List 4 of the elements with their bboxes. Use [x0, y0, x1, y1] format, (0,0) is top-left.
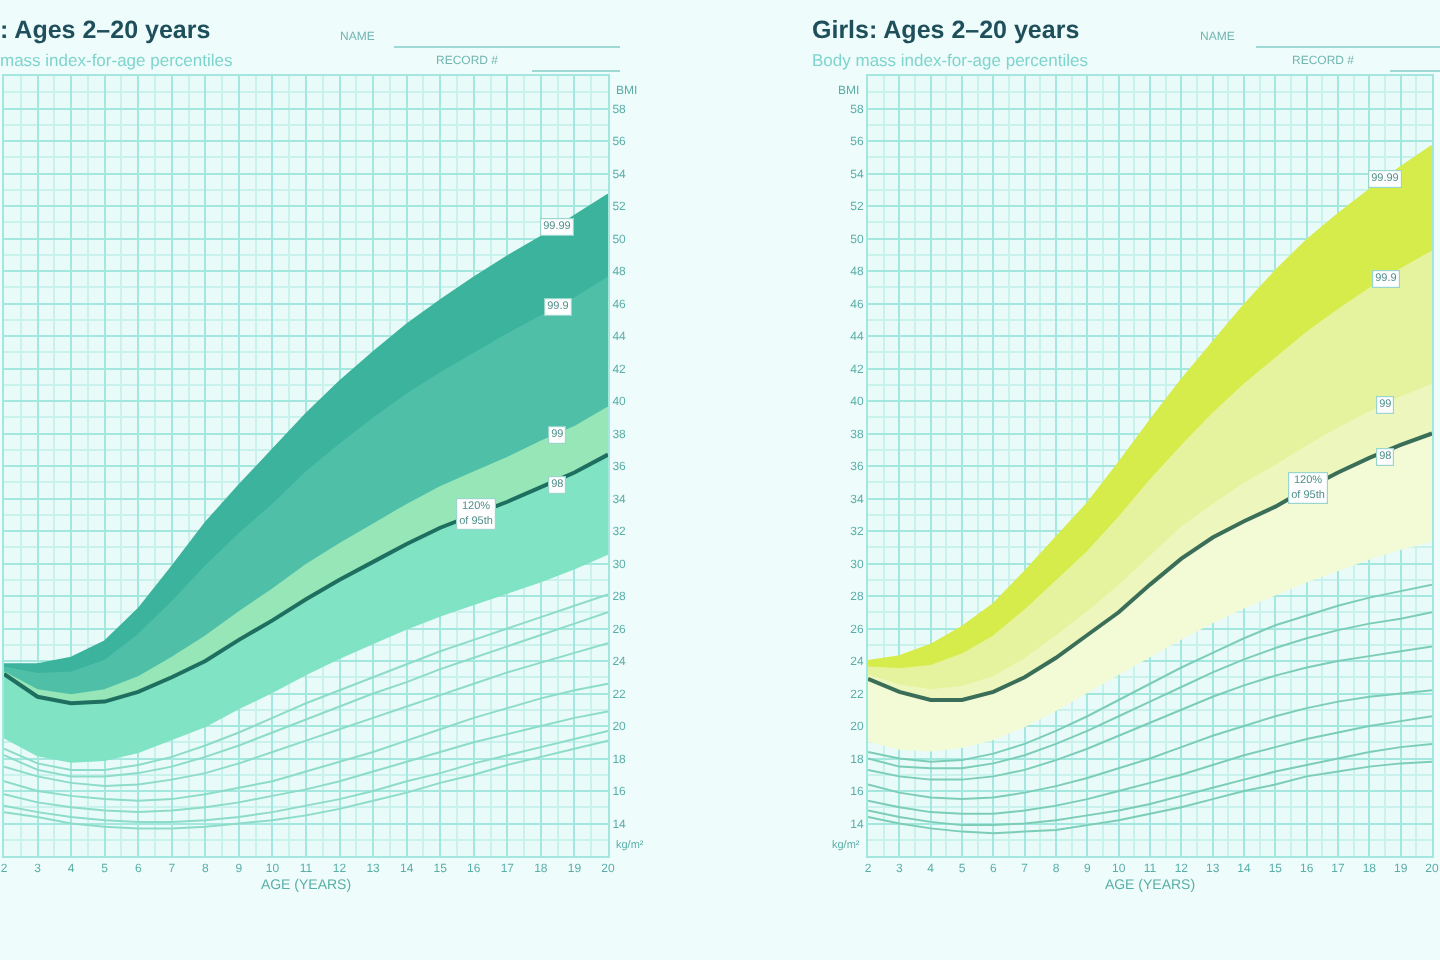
chart-subtitle: mass index-for-age percentiles: [0, 50, 233, 70]
chart-title: : Ages 2–20 years: [0, 16, 211, 46]
chart-subtitle: Body mass index-for-age percentiles: [812, 50, 1088, 70]
chart-title: Girls: Ages 2–20 years: [812, 16, 1080, 46]
